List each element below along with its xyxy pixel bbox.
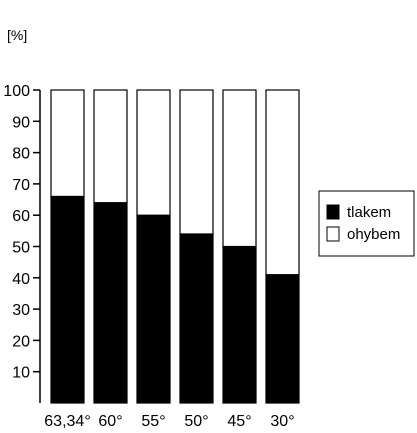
bar-tlakem-1 [93, 202, 128, 404]
bar-tlakem-5 [265, 274, 300, 404]
y-tick-label: 30 [12, 302, 30, 319]
legend-label-ohybem: ohybem [347, 226, 400, 243]
legend: tlakem ohybem [318, 190, 415, 257]
bar-tlakem-4 [222, 245, 257, 404]
legend-label-tlakem: tlakem [347, 204, 391, 221]
bar-ohybem-4 [222, 89, 257, 248]
y-unit-label: [%] [7, 27, 27, 43]
y-tick-label: 10 [12, 365, 30, 382]
bar-tlakem-2 [136, 214, 171, 404]
y-tick-label: 70 [12, 177, 30, 194]
bar-ohybem-3 [179, 89, 214, 235]
x-category-label: 45° [227, 413, 251, 430]
legend-swatch-tlakem [326, 204, 340, 220]
x-category-label: 55° [141, 413, 165, 430]
x-category-label: 50° [184, 413, 208, 430]
bar-ohybem-1 [93, 89, 128, 204]
bar-tlakem-0 [50, 195, 85, 404]
y-tick-label: 100 [3, 83, 30, 100]
y-tick-label: 80 [12, 146, 30, 163]
y-tick-label: 90 [12, 114, 30, 131]
x-axis-labels: 63,34° 60° 55° 50° 45° 30° [44, 413, 294, 430]
y-tick-label: 60 [12, 208, 30, 225]
bars [50, 89, 300, 404]
x-category-label: 63,34° [44, 413, 90, 430]
bar-ohybem-5 [265, 89, 300, 276]
y-tick-label: 20 [12, 333, 30, 350]
legend-swatch-ohybem [326, 226, 340, 242]
y-tick-label: 50 [12, 240, 30, 257]
bar-tlakem-3 [179, 233, 214, 404]
y-axis: 10 20 30 40 50 60 70 80 90 100 [3, 83, 41, 403]
legend-box [318, 190, 415, 257]
x-category-label: 30° [270, 413, 294, 430]
bar-ohybem-0 [50, 89, 85, 198]
y-tick-label: 40 [12, 271, 30, 288]
x-category-label: 60° [98, 413, 122, 430]
bar-ohybem-2 [136, 89, 171, 216]
